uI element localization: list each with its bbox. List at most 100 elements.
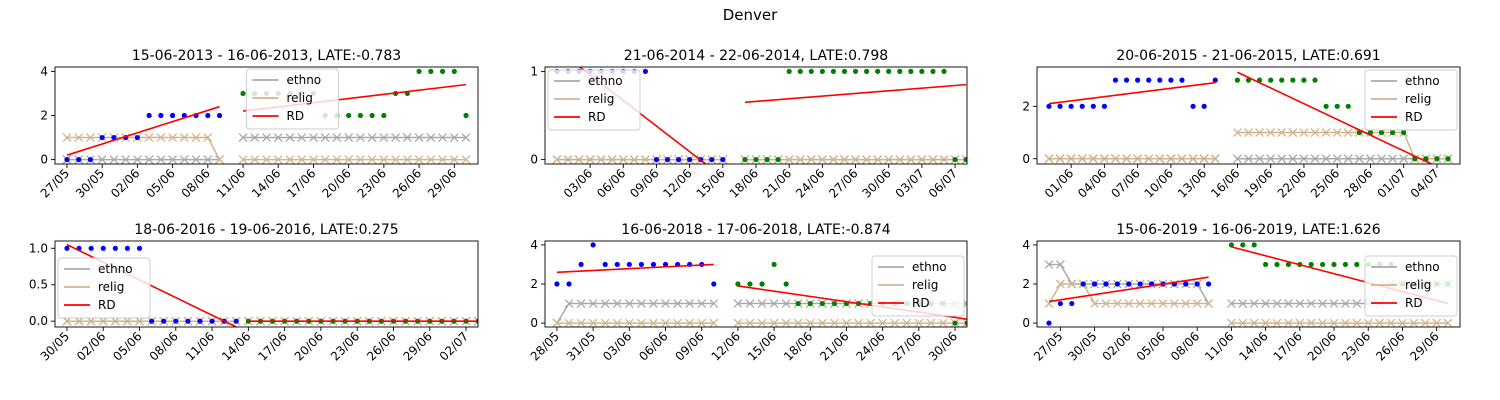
x-tick-label: 24/06 bbox=[793, 166, 827, 200]
ethno-marker bbox=[1352, 299, 1362, 309]
x-tick-label: 17/06 bbox=[284, 166, 318, 200]
relig-marker bbox=[1055, 154, 1065, 164]
pre-point bbox=[642, 68, 649, 75]
x-tick-label: 25/06 bbox=[1308, 166, 1342, 200]
relig-marker bbox=[135, 316, 144, 326]
y-tick-label: 1.0 bbox=[29, 241, 48, 255]
post-point bbox=[952, 156, 958, 163]
pre-point bbox=[1205, 281, 1212, 287]
relig-marker bbox=[564, 318, 574, 327]
chart-panel-2: 21-06-2014 - 22-06-2014, LATE:0.798 0 1 03/… bbox=[530, 48, 968, 201]
post-point bbox=[381, 112, 387, 119]
relig-marker bbox=[1397, 318, 1407, 327]
x-tick-label: 29/06 bbox=[425, 166, 459, 200]
relig-marker bbox=[1238, 318, 1248, 327]
relig-line-post bbox=[1237, 131, 1448, 160]
x-tick-label: 27/06 bbox=[826, 166, 860, 200]
post-point bbox=[1279, 77, 1285, 83]
ethno-marker bbox=[1321, 154, 1331, 164]
ethno-marker bbox=[355, 133, 365, 143]
post-point bbox=[747, 281, 753, 287]
ethno-marker bbox=[1244, 154, 1253, 164]
x-tick-label: 23/06 bbox=[1339, 329, 1373, 363]
relig-marker bbox=[110, 316, 120, 326]
y-tick-label: 0 bbox=[1022, 316, 1030, 330]
post-point bbox=[1345, 103, 1351, 109]
relig-marker bbox=[851, 155, 860, 164]
pre-point bbox=[675, 156, 682, 163]
pre-point bbox=[136, 245, 143, 251]
relig-marker bbox=[1204, 299, 1214, 309]
relig-marker bbox=[1099, 154, 1109, 164]
ethno-marker bbox=[1288, 154, 1298, 164]
post-point bbox=[897, 68, 903, 75]
pre-point bbox=[1114, 281, 1120, 287]
x-tick-label: 30/05 bbox=[73, 166, 107, 200]
ethno-marker bbox=[648, 299, 658, 309]
ethno-marker bbox=[308, 133, 318, 143]
relig-marker bbox=[1295, 318, 1305, 327]
post-point bbox=[1323, 103, 1329, 109]
x-tick-label: 23/06 bbox=[355, 166, 389, 200]
relig-marker bbox=[1101, 299, 1111, 309]
relig-marker bbox=[902, 318, 912, 327]
relig-marker bbox=[238, 155, 248, 164]
post-point bbox=[451, 68, 457, 75]
ethno-marker bbox=[1340, 299, 1350, 309]
y-tick-label: 4 bbox=[40, 64, 48, 78]
x-tick-label: 12/06 bbox=[660, 166, 694, 200]
relig-marker bbox=[320, 155, 330, 164]
relig-marker bbox=[168, 133, 178, 143]
relig-marker bbox=[179, 133, 189, 143]
pre-point bbox=[216, 112, 223, 119]
relig-marker bbox=[895, 155, 905, 164]
x-tick-label: 14/06 bbox=[1236, 329, 1270, 363]
ethno-marker bbox=[588, 299, 598, 309]
post-point bbox=[963, 156, 967, 163]
pre-point bbox=[1057, 103, 1063, 109]
post-point bbox=[1390, 129, 1396, 136]
pre-point bbox=[638, 261, 644, 268]
y-tick-label: 2 bbox=[530, 277, 538, 291]
pre-point bbox=[146, 112, 152, 119]
ethno-marker bbox=[636, 299, 646, 309]
pre-point bbox=[1068, 103, 1074, 109]
relig-marker bbox=[391, 155, 401, 164]
pre-point bbox=[1212, 77, 1218, 83]
post-point bbox=[1301, 77, 1307, 83]
relig-marker bbox=[624, 318, 634, 327]
relig-marker bbox=[1112, 299, 1122, 309]
pre-point bbox=[134, 134, 140, 141]
relig-marker bbox=[1181, 299, 1191, 309]
legend-label-relig: relig bbox=[98, 280, 124, 294]
post-point bbox=[346, 112, 352, 119]
x-tick-label: 04/07 bbox=[1408, 166, 1442, 200]
ethno-marker bbox=[426, 133, 436, 143]
rd-line-post bbox=[1237, 71, 1434, 164]
x-tick-label: 12/06 bbox=[709, 329, 743, 363]
post-point bbox=[428, 68, 434, 75]
post-point bbox=[416, 68, 422, 75]
ethno-marker bbox=[685, 299, 695, 309]
relig-marker bbox=[297, 155, 307, 164]
relig-marker bbox=[1111, 154, 1120, 164]
pre-point bbox=[1123, 77, 1130, 83]
post-point bbox=[764, 156, 770, 163]
ethno-marker bbox=[344, 133, 354, 143]
relig-marker bbox=[426, 155, 436, 164]
x-tick-label: 28/05 bbox=[528, 329, 562, 363]
relig-marker bbox=[1340, 318, 1350, 327]
relig-marker bbox=[1266, 128, 1276, 138]
post-point bbox=[1434, 156, 1440, 162]
pre-point bbox=[720, 156, 726, 163]
post-point bbox=[1342, 261, 1349, 268]
x-tick-label: 29/06 bbox=[1407, 329, 1441, 363]
x-tick-label: 20/06 bbox=[292, 329, 326, 363]
pre-point bbox=[1079, 103, 1085, 109]
ethno-marker bbox=[238, 133, 248, 143]
x-tick-label: 28/06 bbox=[1341, 166, 1375, 200]
relig-marker bbox=[215, 155, 225, 164]
relig-marker bbox=[829, 318, 839, 327]
relig-marker bbox=[98, 316, 108, 326]
legend-label-rd: RD bbox=[912, 296, 930, 310]
